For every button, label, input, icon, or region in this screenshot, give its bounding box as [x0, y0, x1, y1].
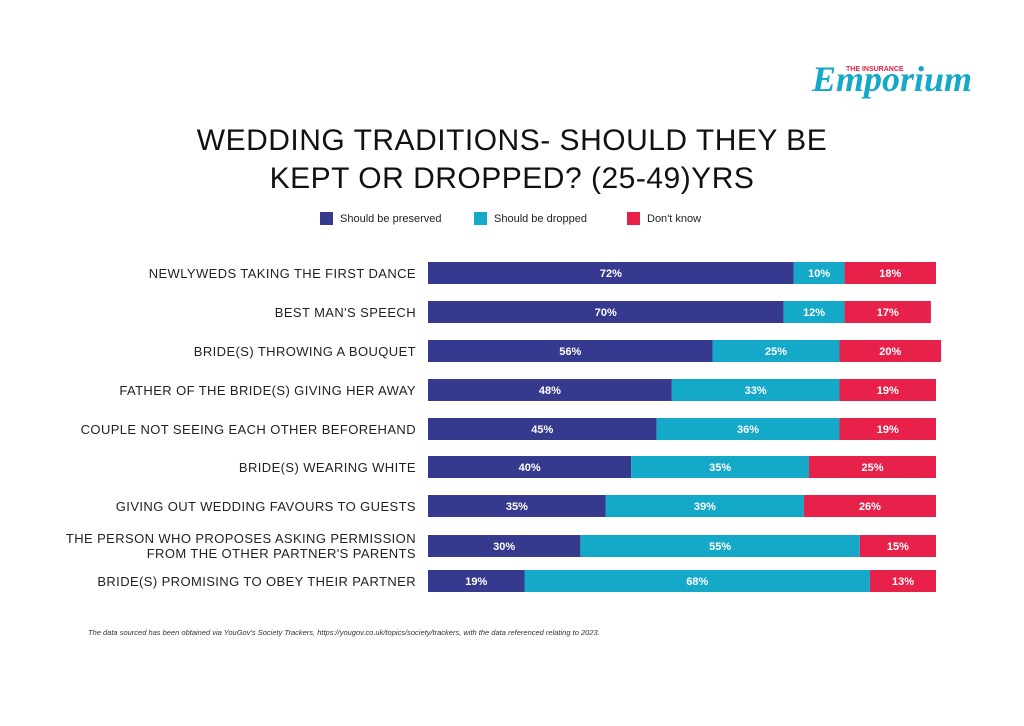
value-label: 36% [737, 424, 759, 436]
bar-segment [428, 340, 713, 362]
category-label: BEST MAN'S SPEECH [274, 304, 416, 320]
bar-segment [580, 535, 860, 557]
bar-segment [428, 456, 632, 478]
bar-segment [428, 262, 794, 284]
value-label: 70% [595, 307, 617, 319]
bar-segment [605, 495, 804, 517]
bar-segment [809, 456, 936, 478]
value-label: 19% [877, 424, 899, 436]
bar-segment [428, 301, 784, 323]
value-label: 30% [493, 541, 515, 553]
bar-segment [839, 418, 936, 440]
bar-segment [428, 535, 581, 557]
value-label: 33% [745, 385, 767, 397]
category-label: THE PERSON WHO PROPOSES ASKING PERMISSIO… [65, 531, 416, 561]
value-label: 25% [861, 462, 883, 474]
value-label: 68% [686, 576, 708, 588]
legend-swatch [474, 212, 487, 225]
bar-segment [869, 570, 936, 592]
bar-segment [844, 262, 936, 284]
legend-item: Don't know [627, 212, 701, 225]
bar-segment [631, 456, 809, 478]
value-label: 20% [879, 346, 901, 358]
bar-segment [844, 301, 931, 323]
category-label: NEWLYWEDS TAKING THE FIRST DANCE [148, 265, 416, 281]
bar-segment [793, 262, 845, 284]
bar-segment [783, 301, 845, 323]
value-label: 56% [559, 346, 581, 358]
value-label: 55% [709, 541, 731, 553]
bar-segment [671, 379, 840, 401]
logo-name: Emporium [812, 59, 973, 99]
value-label: 35% [709, 462, 731, 474]
bar-segment [803, 495, 936, 517]
bar-segment [859, 535, 936, 557]
legend-swatch [627, 212, 640, 225]
legend-item: Should be preserved [320, 212, 442, 225]
value-label: 39% [694, 501, 716, 513]
value-label: 19% [465, 576, 487, 588]
bar-segment [428, 418, 657, 440]
value-label: 13% [892, 576, 914, 588]
bar-segment [839, 340, 942, 362]
category-label: FATHER OF THE BRIDE(S) GIVING HER AWAY [119, 382, 416, 398]
value-label: 19% [877, 385, 899, 397]
value-label: 10% [808, 268, 830, 280]
value-label: 17% [877, 307, 899, 319]
category-label: GIVING OUT WEDDING FAVOURS TO GUESTS [115, 498, 416, 514]
value-label: 40% [519, 462, 541, 474]
category-label: BRIDE(S) WEARING WHITE [238, 459, 416, 475]
bar-segment [656, 418, 840, 440]
legend-label: Should be preserved [340, 212, 442, 225]
footnote: The data sourced has been obtained via Y… [88, 628, 600, 637]
value-label: 15% [887, 541, 909, 553]
bar-segment [428, 495, 606, 517]
category-label: BRIDE(S) PROMISING TO OBEY THEIR PARTNER [97, 573, 416, 589]
legend-label: Don't know [647, 212, 702, 225]
legend-label: Should be dropped [494, 212, 587, 225]
value-label: 48% [539, 385, 561, 397]
value-label: 18% [879, 268, 901, 280]
logo-top: THE INSURANCE [846, 66, 904, 73]
category-label: BRIDE(S) THROWING A BOUQUET [193, 343, 416, 359]
category-label: COUPLE NOT SEEING EACH OTHER BEFOREHAND [80, 421, 416, 437]
bar-segment [428, 379, 672, 401]
value-label: 35% [506, 501, 528, 513]
legend-item: Should be dropped [474, 212, 587, 225]
value-label: 72% [600, 268, 622, 280]
bar-segment [839, 379, 936, 401]
value-label: 12% [803, 307, 825, 319]
value-label: 26% [859, 501, 881, 513]
bar-segment [712, 340, 840, 362]
bar-segment [428, 570, 525, 592]
value-label: 25% [765, 346, 787, 358]
value-label: 45% [531, 424, 553, 436]
legend-swatch [320, 212, 333, 225]
bar-segment [524, 570, 870, 592]
chart-title: WEDDING TRADITIONS- SHOULD THEY BE KEPT … [196, 124, 828, 195]
